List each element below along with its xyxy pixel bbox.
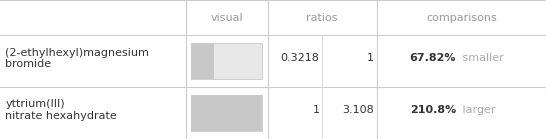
Text: ratios: ratios xyxy=(306,13,338,23)
Bar xyxy=(191,43,214,79)
Text: visual: visual xyxy=(210,13,243,23)
Text: (2-ethylhexyl)magnesium
bromide: (2-ethylhexyl)magnesium bromide xyxy=(5,48,150,69)
Text: 67.82%: 67.82% xyxy=(410,53,456,63)
Text: 1: 1 xyxy=(367,53,374,63)
Text: smaller: smaller xyxy=(459,53,503,63)
Bar xyxy=(191,95,262,131)
Text: 0.3218: 0.3218 xyxy=(281,53,319,63)
Bar xyxy=(191,43,262,79)
Text: 210.8%: 210.8% xyxy=(410,105,456,115)
Text: 3.108: 3.108 xyxy=(342,105,374,115)
Text: larger: larger xyxy=(459,105,495,115)
Bar xyxy=(191,95,262,131)
Bar xyxy=(191,95,262,131)
Bar xyxy=(191,43,262,79)
Text: comparisons: comparisons xyxy=(426,13,497,23)
Text: 1: 1 xyxy=(312,105,319,115)
Text: yttrium(III)
nitrate hexahydrate: yttrium(III) nitrate hexahydrate xyxy=(5,99,117,121)
